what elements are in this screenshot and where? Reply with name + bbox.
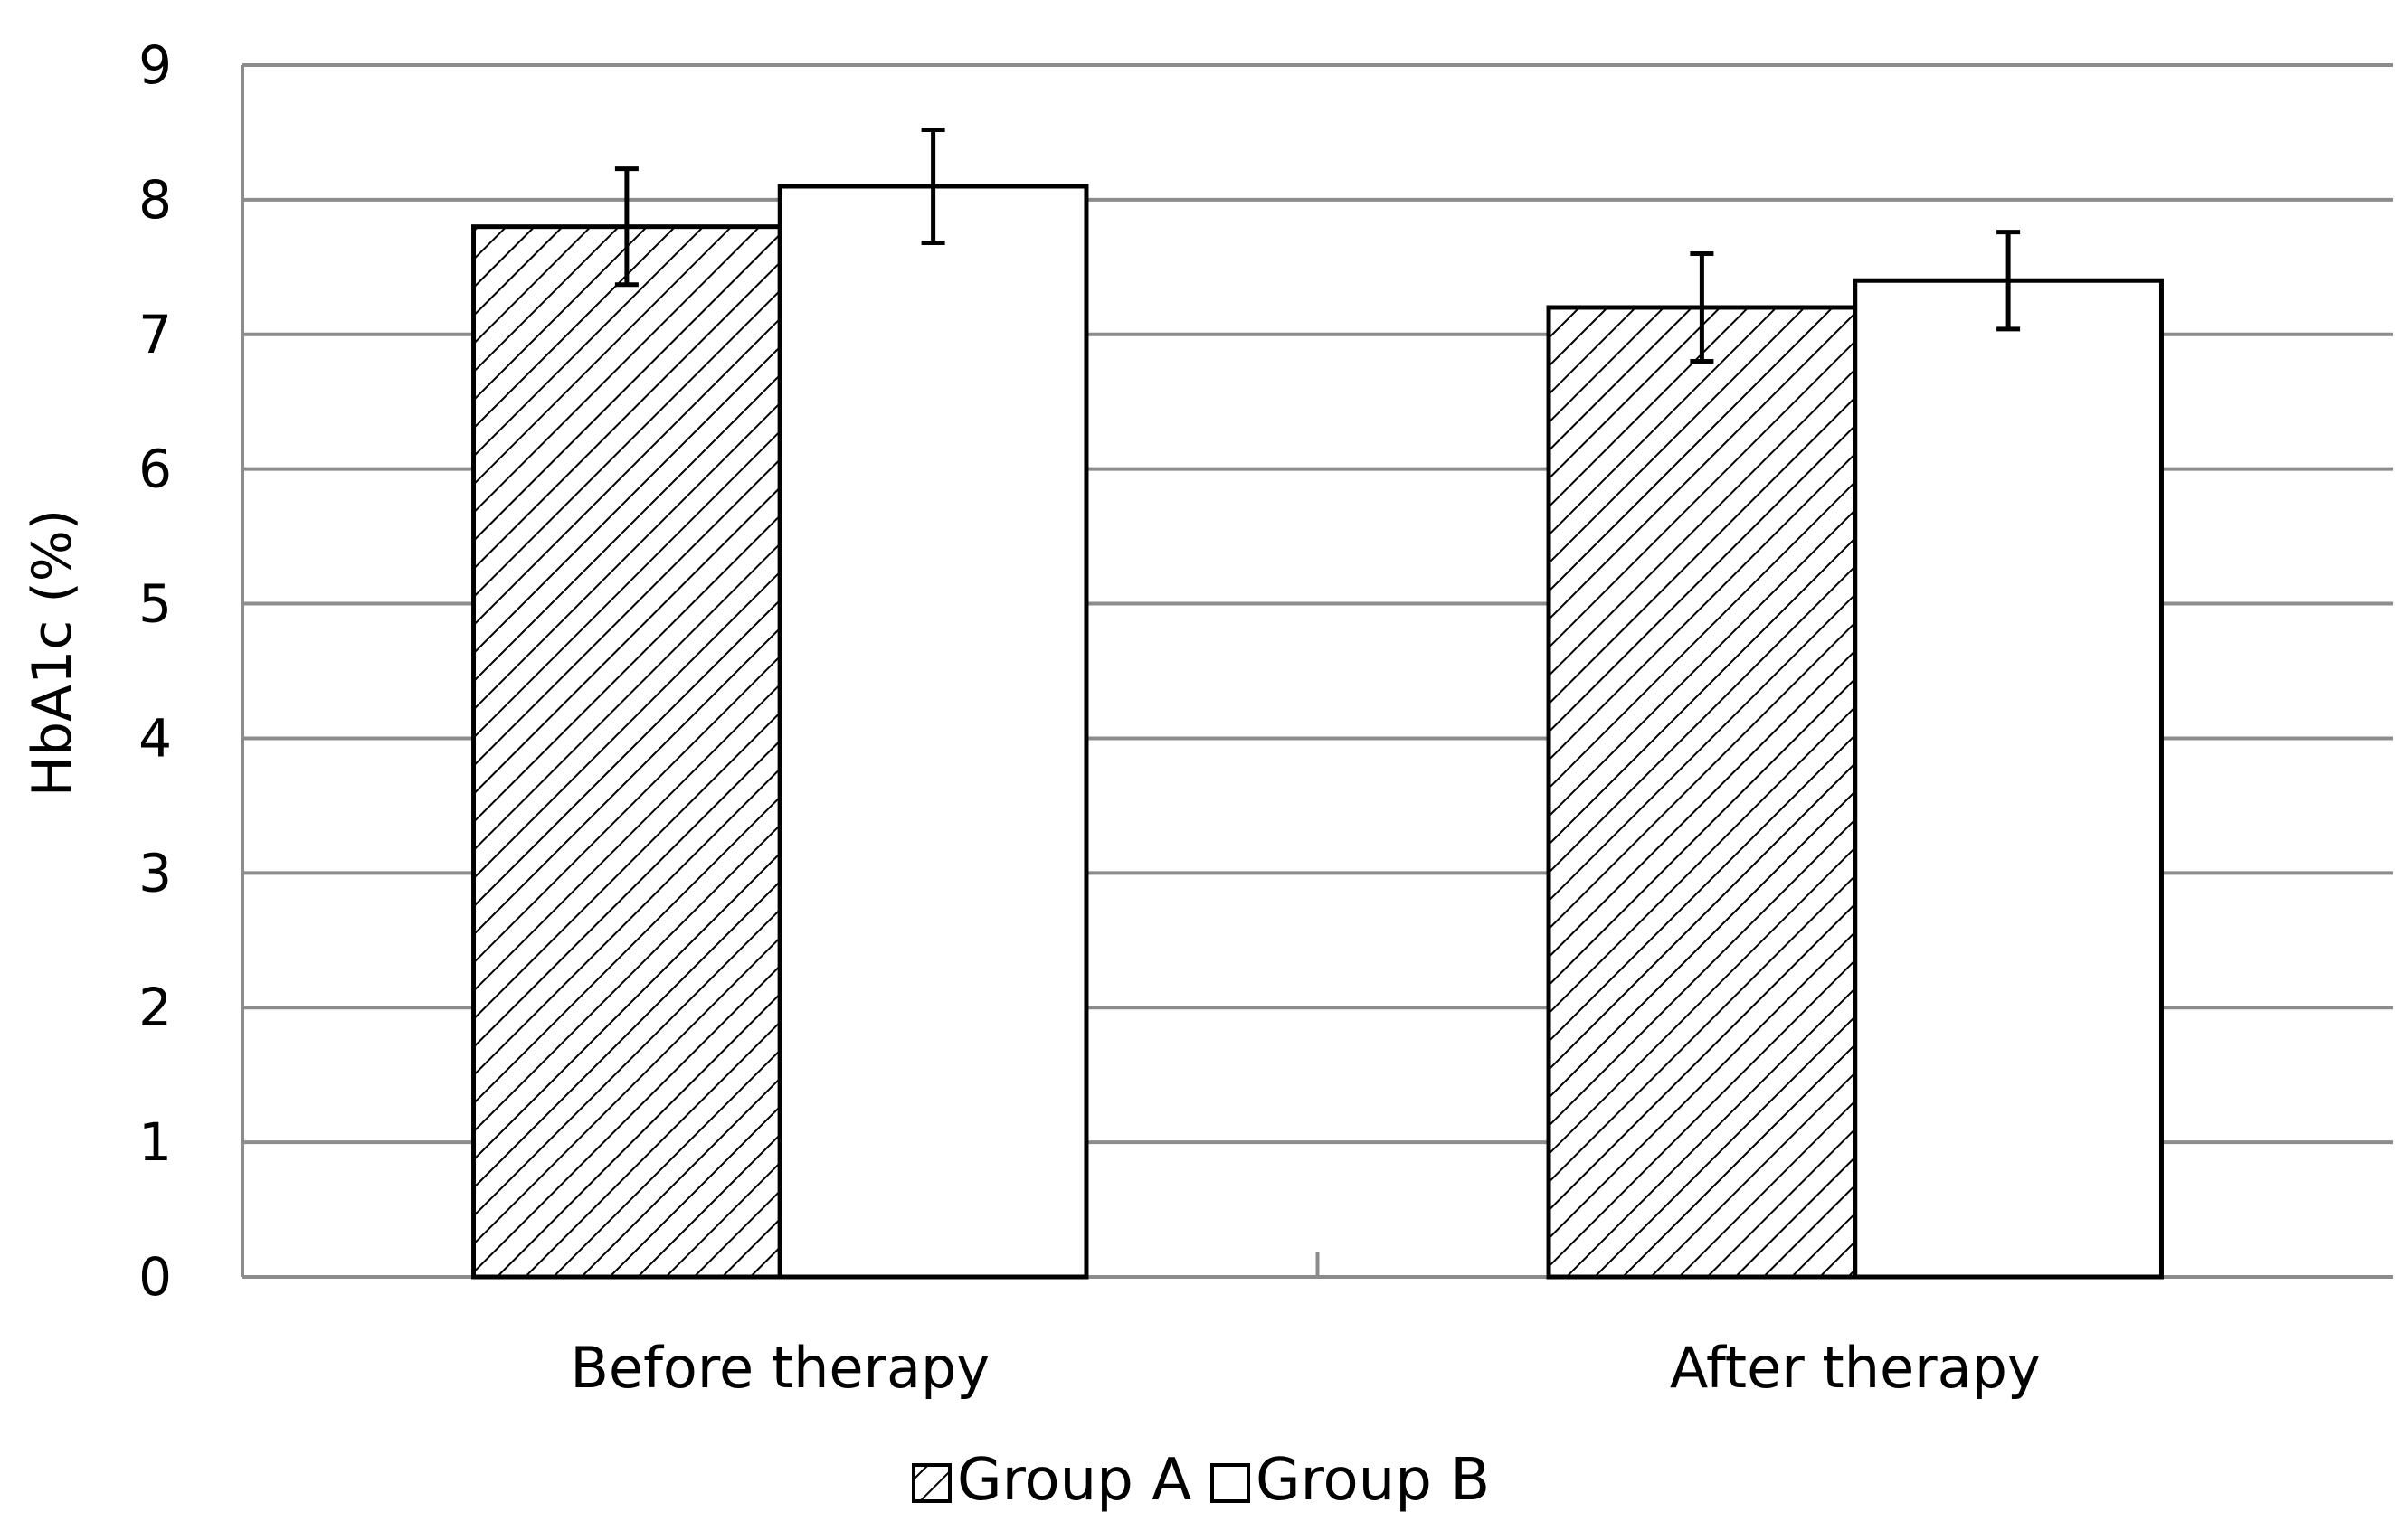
legend-swatch bbox=[1210, 1463, 1250, 1503]
bar-group-a bbox=[471, 224, 782, 1280]
error-bars bbox=[614, 127, 2021, 364]
y-axis-title: HbA1c (%) bbox=[21, 509, 84, 797]
legend: Group A Group B bbox=[912, 1447, 1490, 1514]
y-tick-label: 2 bbox=[138, 977, 172, 1038]
legend-label: Group A bbox=[957, 1447, 1191, 1514]
x-category-label: After therapy bbox=[1670, 1335, 2041, 1401]
legend-label: Group B bbox=[1256, 1447, 1490, 1514]
bar-group-b bbox=[777, 184, 1089, 1280]
y-tick-label: 6 bbox=[138, 439, 172, 500]
x-category-label: Before therapy bbox=[570, 1335, 990, 1401]
y-tick-label: 1 bbox=[138, 1111, 172, 1173]
y-tick-label: 7 bbox=[138, 304, 172, 365]
y-tick-label: 0 bbox=[138, 1246, 172, 1308]
y-tick-label: 4 bbox=[138, 707, 172, 769]
y-tick-label: 3 bbox=[138, 842, 172, 903]
y-tick-label: 5 bbox=[138, 573, 172, 635]
bar-group-b bbox=[1853, 278, 2164, 1280]
y-tick-label: 9 bbox=[138, 34, 172, 96]
tick-labels: 0 1 2 3 4 5 6 7 8 9 bbox=[138, 34, 172, 1308]
category-labels: Before therapy After therapy bbox=[570, 1335, 2040, 1401]
bar-group-a bbox=[1546, 305, 1858, 1280]
bars bbox=[471, 184, 2164, 1280]
y-tick-label: 8 bbox=[138, 169, 172, 231]
legend-swatch bbox=[912, 1463, 952, 1503]
